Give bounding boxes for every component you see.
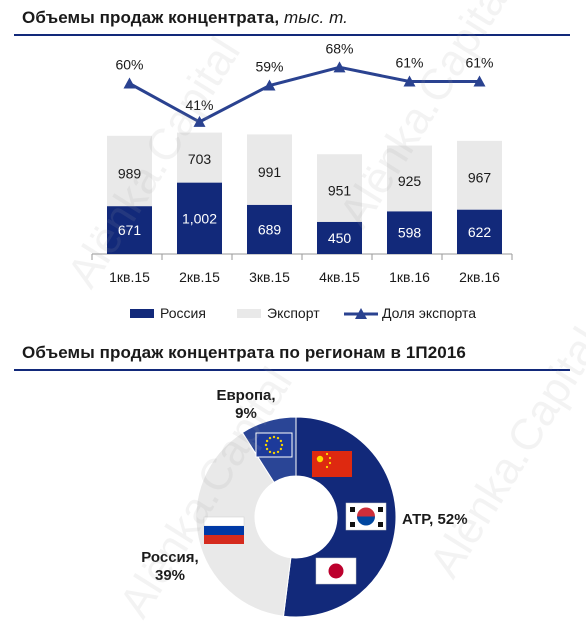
x-tick-label: 1кв.16 xyxy=(389,269,430,285)
bar-russia xyxy=(387,211,432,254)
data-label-export: 991 xyxy=(258,164,282,180)
data-label-russia: 598 xyxy=(398,225,422,241)
export-share-label: 68% xyxy=(325,40,353,56)
korea-flag-icon xyxy=(345,502,387,531)
donut-label-europe-name: Европа, xyxy=(216,387,275,404)
eu-flag-star xyxy=(279,447,283,451)
export-share-marker xyxy=(403,75,416,87)
data-label-export: 951 xyxy=(328,182,352,198)
export-share-marker xyxy=(193,115,206,127)
legend-label-share: Доля экспорта xyxy=(382,305,476,321)
eu-flag-star xyxy=(276,436,280,440)
data-label-export: 989 xyxy=(118,166,142,182)
bar-russia xyxy=(107,206,152,254)
russia-flag-blue xyxy=(204,526,244,535)
bar-export xyxy=(177,132,222,183)
export-share-marker xyxy=(263,79,276,91)
eu-flag-star xyxy=(276,450,280,454)
bar-russia xyxy=(177,182,222,254)
china-flag-big-star xyxy=(316,455,324,463)
korea-flag-trigram xyxy=(378,507,383,512)
eu-flag-star xyxy=(279,439,283,443)
data-label-export: 703 xyxy=(188,151,212,167)
bar-russia xyxy=(317,221,362,254)
donut-label-europe-value: 9% xyxy=(235,405,257,422)
japan-flag-sun xyxy=(328,563,344,579)
china-flag-small-star xyxy=(328,456,332,460)
donut-label-russia-value: 39% xyxy=(155,567,185,584)
china-flag-icon xyxy=(312,451,352,477)
eu-flag-star xyxy=(272,435,276,439)
eu-flag-star xyxy=(265,439,269,443)
export-share-label: 61% xyxy=(395,54,423,70)
korea-flag-trigram xyxy=(378,522,383,527)
x-tick-label: 1кв.15 xyxy=(109,269,150,285)
export-share-label: 41% xyxy=(185,97,213,113)
x-tick-label: 3кв.15 xyxy=(249,269,290,285)
donut-label-russia-name: Россия, xyxy=(141,549,198,566)
korea-flag-red xyxy=(357,507,375,517)
donut-label-apac: АТР, 52% xyxy=(402,511,468,528)
korea-flag-blue xyxy=(357,516,375,526)
eu-flag-star xyxy=(268,450,272,454)
legend-label-russia: Россия xyxy=(160,305,206,321)
legend-swatch-export xyxy=(237,309,261,318)
pie-chart-title-rule xyxy=(14,369,570,371)
data-label-russia: 622 xyxy=(468,224,492,240)
export-share-label: 59% xyxy=(255,59,283,75)
legend-marker-share xyxy=(355,308,367,319)
japan-flag-icon xyxy=(315,557,357,585)
export-share-marker xyxy=(333,61,346,73)
export-share-line xyxy=(128,65,480,124)
data-label-export: 967 xyxy=(468,170,492,186)
legend-swatch-russia xyxy=(130,309,154,318)
data-label-russia: 1,002 xyxy=(182,210,217,226)
pie-chart-title-text: Объемы продаж концентрата по регионам в … xyxy=(22,343,466,362)
bar-chart-title: Объемы продаж концентрата, тыс. т. xyxy=(22,8,348,28)
data-label-russia: 450 xyxy=(328,230,352,246)
bar-export xyxy=(317,154,362,222)
x-tick-label: 4кв.15 xyxy=(319,269,360,285)
bar-export xyxy=(107,135,152,207)
x-tick-label: 2кв.16 xyxy=(459,269,500,285)
bar-chart-title-text: Объемы продаж концентрата, xyxy=(22,8,280,27)
bar-chart-title-rule xyxy=(14,34,570,36)
korea-flag-trigram xyxy=(350,507,355,512)
bar-russia xyxy=(247,204,292,254)
bar-export xyxy=(247,134,292,205)
eu-flag-star xyxy=(272,451,276,455)
china-flag-small-star xyxy=(325,452,329,456)
china-flag-small-star xyxy=(328,461,332,465)
bar-export xyxy=(457,140,502,210)
stacked-bar-chart: 671 989 1кв.15 1,002 703 2кв.15 689 991 3кв.15 45… xyxy=(91,40,513,321)
pie-chart-title: Объемы продаж концентрата по регионам в … xyxy=(22,343,466,363)
bar-export xyxy=(387,145,432,212)
data-label-export: 925 xyxy=(398,173,422,189)
donut-chart: АТР, 52% Россия,39% Европа,9% xyxy=(141,387,468,618)
export-share-marker xyxy=(123,77,136,89)
russia-flag-icon xyxy=(203,516,245,544)
legend-label-export: Экспорт xyxy=(267,305,320,321)
eu-flag-star xyxy=(265,447,269,451)
bar-russia xyxy=(457,209,502,254)
export-share-marker xyxy=(473,75,486,87)
data-label-russia: 671 xyxy=(118,222,142,238)
russia-flag-red xyxy=(204,535,244,544)
eu-flag-star xyxy=(264,443,268,447)
x-tick-label: 2кв.15 xyxy=(179,269,220,285)
eu-flag-icon xyxy=(255,432,293,458)
russia-flag-white xyxy=(203,516,245,527)
data-label-russia: 689 xyxy=(258,221,282,237)
export-share-label: 60% xyxy=(115,57,143,73)
china-flag-field xyxy=(312,451,352,477)
export-share-label: 61% xyxy=(465,54,493,70)
donut-slice-apac xyxy=(282,416,397,618)
korea-flag-trigram xyxy=(350,522,355,527)
eu-flag-star xyxy=(280,443,284,447)
eu-flag-star xyxy=(268,436,272,440)
china-flag-small-star xyxy=(325,465,329,469)
bar-chart-title-unit: тыс. т. xyxy=(283,8,348,27)
